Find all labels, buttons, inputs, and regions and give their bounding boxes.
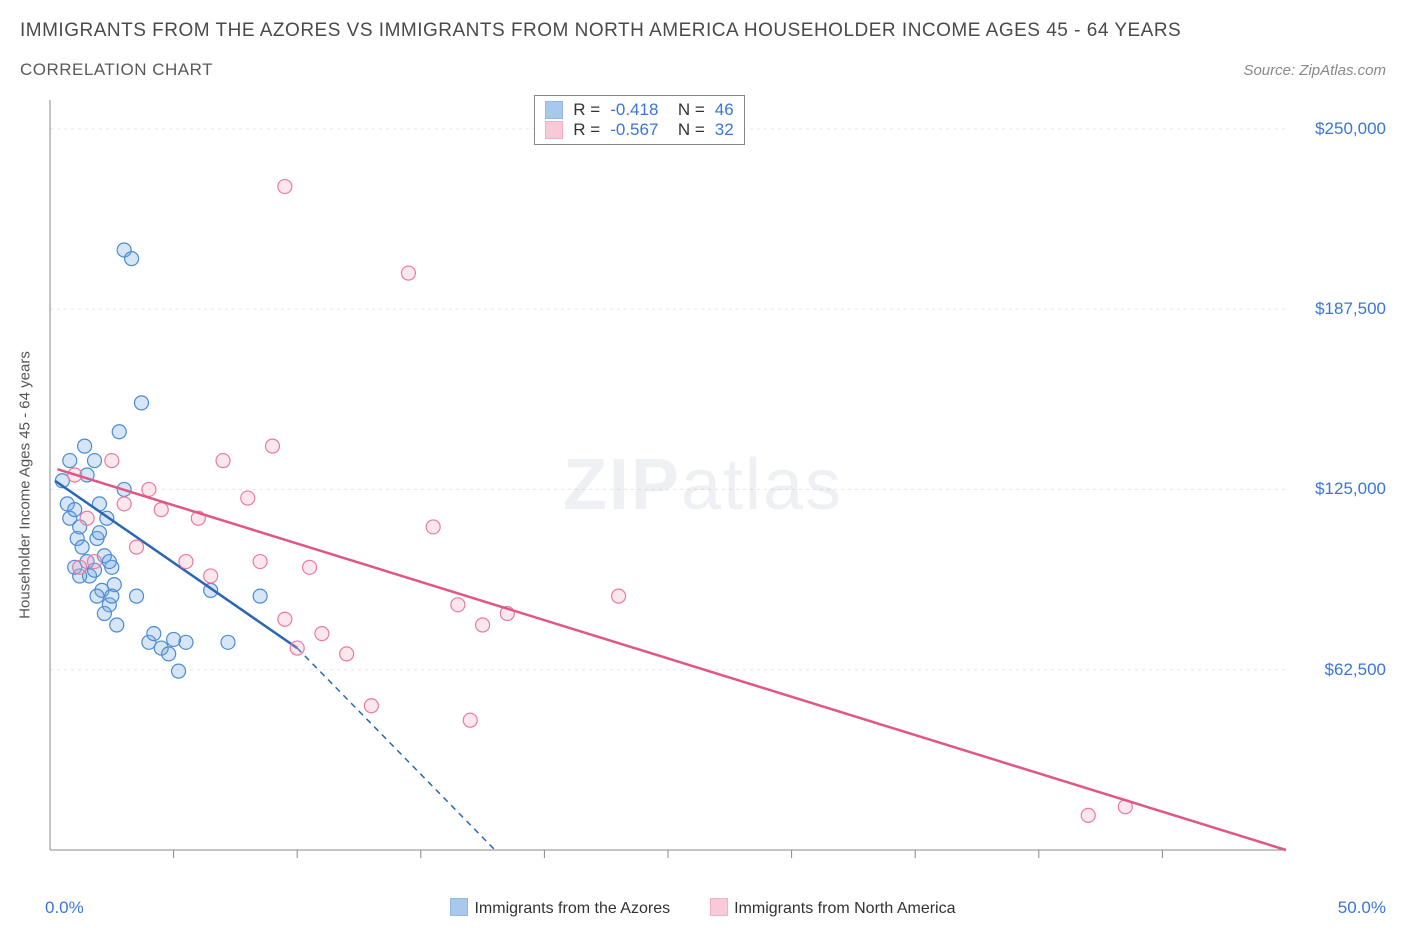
legend-item: Immigrants from North America — [710, 898, 955, 918]
bottom-legend: Immigrants from the Azores Immigrants fro… — [0, 898, 1406, 918]
legend-item: Immigrants from the Azores — [450, 898, 670, 918]
y-tick-label: $62,500 — [1325, 660, 1386, 680]
chart-title: IMMIGRANTS FROM THE AZORES VS IMMIGRANTS… — [20, 20, 1386, 42]
stats-r-value: -0.567 — [610, 120, 658, 140]
y-tick-label: $250,000 — [1315, 119, 1386, 139]
y-tick-label: $125,000 — [1315, 479, 1386, 499]
legend-swatch — [450, 898, 468, 916]
correlation-stats-box: R = -0.418 N = 46 R = -0.567 N = 32 — [534, 95, 744, 145]
stats-n-value: 32 — [715, 120, 734, 140]
stats-r-label: R = — [573, 100, 600, 120]
y-tick-label: $187,500 — [1315, 299, 1386, 319]
stats-row: R = -0.567 N = 32 — [545, 120, 733, 140]
chart-area: Householder Income Ages 45 - 64 years ZI… — [20, 95, 1386, 875]
scatter-plot-svg — [20, 95, 1386, 875]
stats-n-label: N = — [668, 120, 704, 140]
stats-swatch — [545, 121, 563, 139]
legend-label: Immigrants from North America — [734, 900, 955, 917]
y-axis-label: Householder Income Ages 45 - 64 years — [17, 351, 34, 619]
stats-n-label: N = — [668, 100, 704, 120]
chart-subtitle: CORRELATION CHART — [20, 60, 213, 80]
source-label: Source: ZipAtlas.com — [1243, 62, 1386, 79]
stats-r-label: R = — [573, 120, 600, 140]
legend-swatch — [710, 898, 728, 916]
legend-label: Immigrants from the Azores — [474, 900, 670, 917]
stats-r-value: -0.418 — [610, 100, 658, 120]
stats-n-value: 46 — [715, 100, 734, 120]
stats-row: R = -0.418 N = 46 — [545, 100, 733, 120]
stats-swatch — [545, 101, 563, 119]
